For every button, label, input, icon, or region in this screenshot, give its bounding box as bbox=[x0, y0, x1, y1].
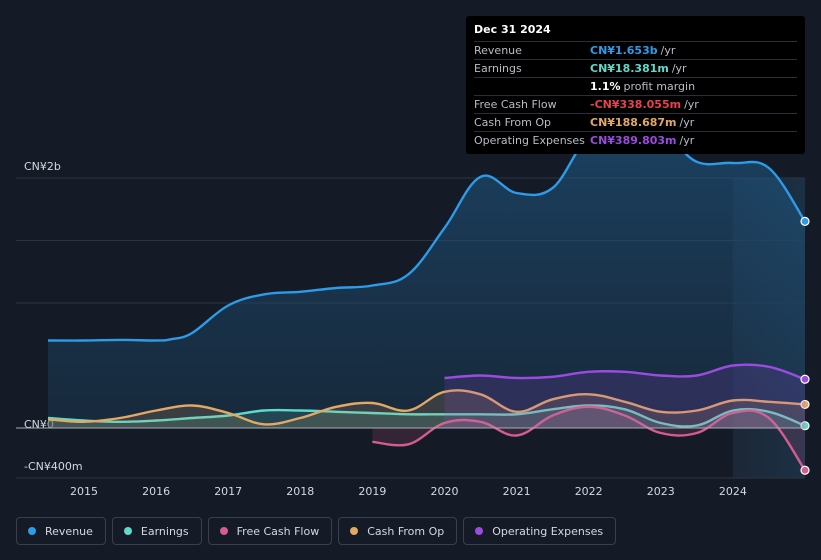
y-label-bottom: -CN¥400m bbox=[24, 460, 83, 473]
legend-item-free-cash-flow[interactable]: Free Cash Flow bbox=[207, 517, 333, 545]
legend-dot-icon bbox=[28, 527, 36, 535]
tooltip-unit: /yr bbox=[679, 134, 695, 147]
legend-label: Cash From Op bbox=[367, 524, 445, 538]
legend-item-earnings[interactable]: Earnings bbox=[111, 517, 202, 545]
legend-item-cash-from-op[interactable]: Cash From Op bbox=[338, 517, 458, 545]
x-tick-label: 2023 bbox=[647, 485, 675, 498]
legend-item-revenue[interactable]: Revenue bbox=[16, 517, 106, 545]
tooltip-unit: /yr bbox=[684, 98, 699, 111]
x-tick-label: 2015 bbox=[70, 485, 98, 498]
tooltip-row: Earnings CN¥18.381m/yr bbox=[474, 59, 797, 77]
legend-label: Operating Expenses bbox=[492, 524, 604, 538]
tooltip-row: Free Cash Flow -CN¥338.055m/yr bbox=[474, 95, 797, 113]
line-operating-expenses bbox=[444, 363, 806, 381]
tooltip-unit: /yr bbox=[660, 44, 676, 57]
line-earnings bbox=[47, 404, 806, 428]
end-point-cash-from-op bbox=[800, 399, 810, 410]
x-tick-label: 2022 bbox=[575, 485, 603, 498]
area-operating-expenses bbox=[444, 364, 805, 428]
x-tick-label: 2021 bbox=[503, 485, 531, 498]
tooltip-label: Cash From Op bbox=[474, 116, 552, 129]
legend-dot-icon bbox=[219, 527, 228, 535]
end-point-operating-expenses bbox=[800, 374, 810, 384]
tooltip-unit: /yr bbox=[671, 62, 687, 75]
legend-dot-icon bbox=[350, 527, 359, 535]
tooltip-unit: profit margin bbox=[623, 80, 696, 93]
tooltip-row: 1.1% profit margin bbox=[474, 77, 797, 95]
line-cash-from-op bbox=[47, 389, 806, 426]
tooltip-label: Earnings bbox=[474, 62, 522, 75]
tooltip-value: -CN¥338.055m bbox=[590, 98, 682, 111]
tooltip-row: Revenue CN¥1.653b/yr bbox=[474, 41, 797, 59]
legend-dot-icon bbox=[475, 527, 484, 535]
tooltip-value: CN¥18.381m bbox=[590, 62, 669, 75]
tooltip-value: CN¥188.687m bbox=[590, 116, 677, 129]
tooltip-row: Cash From Op CN¥188.687m/yr bbox=[474, 113, 797, 131]
legend-label: Revenue bbox=[45, 524, 93, 538]
legend-item-operating-expenses[interactable]: Operating Expenses bbox=[463, 517, 617, 545]
line-free-cash-flow bbox=[372, 405, 806, 471]
x-tick-label: 2024 bbox=[719, 485, 747, 498]
end-point-revenue bbox=[800, 216, 810, 226]
x-tick-label: 2018 bbox=[286, 485, 314, 498]
x-tick-label: 2017 bbox=[214, 485, 242, 498]
tooltip-row: Operating Expenses CN¥389.803m/yr bbox=[474, 131, 797, 149]
tooltip-date: Dec 31 2024 bbox=[474, 23, 551, 36]
tooltip-unit: /yr bbox=[679, 116, 695, 129]
x-tick-label: 2019 bbox=[358, 485, 386, 498]
y-label-top: CN¥2b bbox=[24, 160, 61, 173]
legend-label: Earnings bbox=[140, 524, 189, 538]
chart-legend: Revenue Earnings Free Cash Flow Cash From O… bbox=[16, 517, 617, 545]
area-revenue bbox=[48, 132, 805, 428]
tooltip-label: Free Cash Flow bbox=[474, 98, 557, 111]
tooltip-value: CN¥389.803m bbox=[590, 134, 677, 147]
tooltip-label: Revenue bbox=[474, 44, 522, 57]
tooltip-label: Operating Expenses bbox=[474, 134, 585, 147]
x-tick-label: 2020 bbox=[431, 485, 459, 498]
legend-label: Free Cash Flow bbox=[236, 524, 320, 538]
tooltip-value: CN¥1.653b bbox=[590, 44, 658, 57]
tooltip-value: 1.1% bbox=[590, 80, 621, 93]
end-point-free-cash-flow bbox=[800, 465, 810, 475]
data-tooltip: Dec 31 2024 Revenue CN¥1.653b/yr Earnings C… bbox=[466, 16, 805, 154]
legend-dot-icon bbox=[123, 527, 132, 535]
x-tick-label: 2016 bbox=[142, 485, 170, 498]
